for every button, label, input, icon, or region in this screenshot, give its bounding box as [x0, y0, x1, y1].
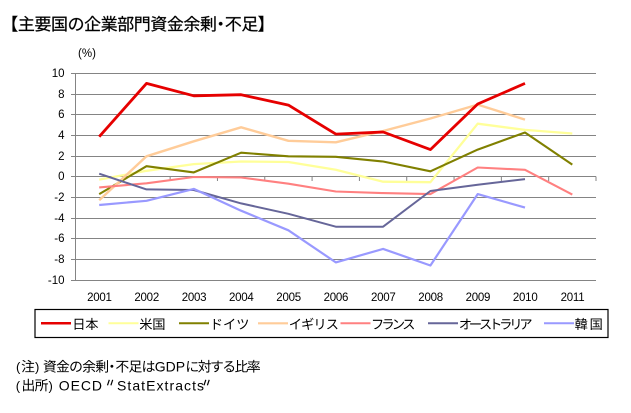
svg-text:2010: 2010: [513, 292, 538, 304]
svg-text:2008: 2008: [418, 292, 443, 304]
svg-text:2009: 2009: [466, 292, 491, 304]
svg-text:StatExtracts: StatExtracts: [117, 377, 205, 393]
svg-text:(%): (%): [78, 48, 96, 60]
svg-text:6: 6: [58, 109, 64, 121]
svg-text:10: 10: [52, 68, 65, 80]
svg-text:0: 0: [58, 171, 64, 183]
svg-text:-2: -2: [54, 192, 64, 204]
svg-text:2002: 2002: [134, 292, 159, 304]
svg-text:(: (: [16, 360, 21, 375]
svg-text:): ): [35, 360, 39, 375]
svg-text:): ): [49, 378, 53, 393]
svg-text:(: (: [16, 378, 21, 393]
svg-text:-8: -8: [54, 254, 64, 266]
svg-text:2001: 2001: [87, 292, 112, 304]
svg-text:-4: -4: [54, 213, 65, 225]
svg-text:2011: 2011: [561, 292, 585, 304]
svg-text:-10: -10: [48, 275, 65, 287]
svg-text:2004: 2004: [229, 292, 254, 304]
svg-text:GDP: GDP: [155, 359, 185, 375]
svg-text:2003: 2003: [182, 292, 207, 304]
svg-text:4: 4: [58, 130, 65, 142]
svg-text:-6: -6: [54, 233, 64, 245]
svg-text:2: 2: [58, 151, 64, 163]
svg-text:2007: 2007: [371, 292, 396, 304]
svg-text:2005: 2005: [276, 292, 301, 304]
svg-text:8: 8: [58, 89, 64, 101]
svg-text:2006: 2006: [324, 292, 349, 304]
svg-text:OECD: OECD: [59, 377, 103, 393]
